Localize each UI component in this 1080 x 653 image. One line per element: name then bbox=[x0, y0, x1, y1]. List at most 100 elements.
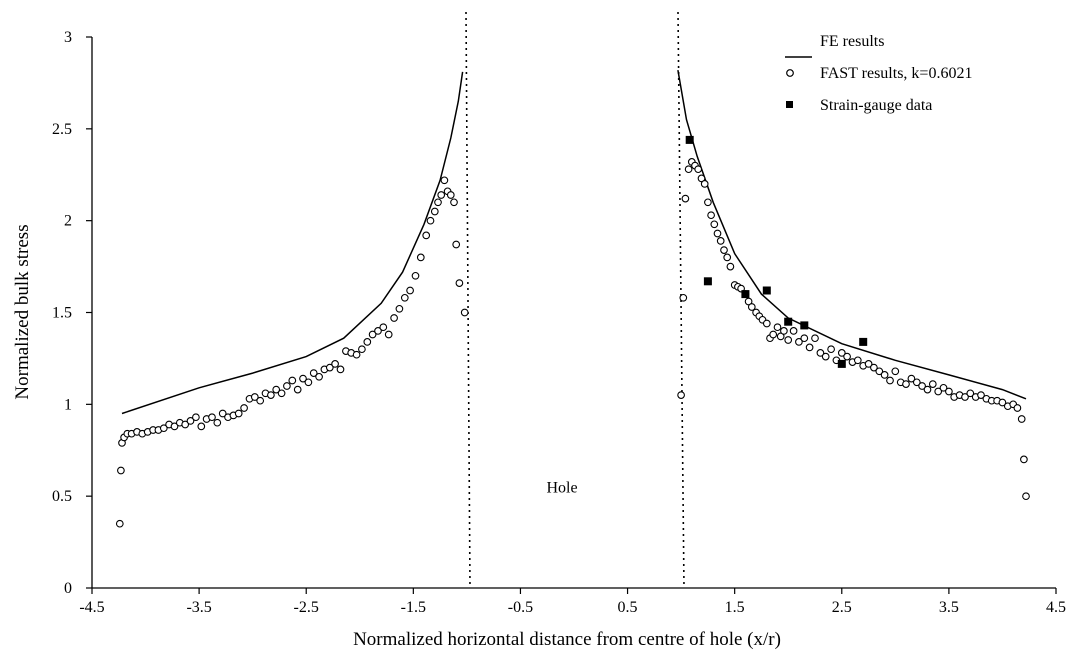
fast-result-point bbox=[1013, 404, 1022, 412]
fast-result-point bbox=[336, 365, 345, 374]
fast-result-point bbox=[250, 393, 259, 401]
fast-result-point bbox=[325, 363, 334, 372]
fast-result-point bbox=[411, 271, 420, 280]
x-tick-label: -3.5 bbox=[186, 599, 211, 616]
fast-result-point bbox=[379, 323, 388, 332]
x-axis-ticks: -4.5 -3.5 -2.5 -1.5 -0.5 0.5 1.5 2.5 3.5 4.5 bbox=[79, 588, 1066, 616]
fast-result-point bbox=[747, 303, 756, 311]
fast-result-point bbox=[776, 332, 785, 341]
fast-result-point bbox=[998, 398, 1007, 407]
legend-label-fast: FAST results, k=0.6021 bbox=[820, 65, 972, 82]
x-tick-label: 0.5 bbox=[618, 599, 638, 616]
fast-result-point bbox=[1017, 415, 1026, 423]
strain-gauge-point bbox=[837, 359, 846, 368]
y-axis-title: Normalized bulk stress bbox=[12, 224, 33, 399]
fast-result-point bbox=[1022, 492, 1030, 501]
x-tick-label: -0.5 bbox=[508, 599, 533, 616]
fast-result-point bbox=[272, 385, 281, 394]
fast-result-point bbox=[928, 380, 937, 388]
fast-result-point bbox=[213, 418, 222, 427]
fast-result-point bbox=[707, 211, 715, 220]
x-tick-label: -4.5 bbox=[79, 599, 104, 616]
strain-gauge-point bbox=[859, 337, 868, 346]
fast-result-point bbox=[460, 308, 469, 317]
fast-result-point bbox=[186, 417, 195, 425]
fast-result-point bbox=[816, 349, 825, 357]
fast-result-point bbox=[843, 352, 851, 361]
fast-result-point bbox=[679, 293, 688, 302]
fast-result-point bbox=[358, 345, 366, 354]
fast-result-point bbox=[716, 237, 725, 245]
y-tick-label: 2 bbox=[64, 213, 72, 230]
fast-result-point bbox=[363, 338, 372, 346]
fast-result-point bbox=[352, 350, 361, 359]
fast-result-point bbox=[256, 396, 265, 405]
fast-result-point bbox=[811, 334, 819, 343]
fast-result-point bbox=[902, 380, 910, 388]
strain-gauge-point bbox=[741, 290, 750, 299]
fast-result-point bbox=[800, 334, 809, 343]
fast-result-point bbox=[784, 336, 793, 344]
fast-result-point bbox=[875, 367, 884, 376]
fast-result-point bbox=[430, 207, 439, 216]
fast-result-point bbox=[208, 413, 216, 422]
x-tick-label: -1.5 bbox=[401, 599, 426, 616]
fast-result-point bbox=[455, 279, 464, 287]
fast-result-point bbox=[400, 293, 409, 302]
fast-result-point bbox=[315, 372, 323, 381]
x-tick-label: 2.5 bbox=[832, 599, 852, 616]
fast-result-point bbox=[267, 391, 275, 399]
fast-result-point bbox=[304, 378, 313, 387]
fast-result-point bbox=[837, 349, 846, 357]
fast-result-point bbox=[912, 378, 921, 387]
fast-result-point bbox=[918, 382, 926, 390]
x-tick-label: 1.5 bbox=[725, 599, 745, 616]
fast-result-point bbox=[744, 297, 753, 306]
y-tick-label: 2.5 bbox=[52, 121, 72, 138]
fe-results-line bbox=[121, 71, 464, 415]
fast-result-point bbox=[426, 216, 435, 225]
fast-result-point bbox=[192, 413, 200, 422]
fast-result-point bbox=[723, 253, 732, 262]
y-tick-label: 0 bbox=[64, 580, 72, 597]
fast-result-point bbox=[886, 376, 894, 385]
fast-result-point bbox=[395, 304, 404, 313]
legend: FE results FAST results, k=0.6021 Strain… bbox=[785, 33, 972, 114]
fast-result-point bbox=[870, 363, 878, 372]
fast-result-point bbox=[684, 165, 693, 174]
y-tick-label: 1.5 bbox=[52, 305, 72, 322]
fast-result-point bbox=[713, 229, 722, 238]
y-tick-label: 3 bbox=[64, 29, 72, 46]
fast-result-point bbox=[780, 327, 788, 335]
fast-result-point bbox=[170, 422, 179, 431]
fast-result-point bbox=[773, 323, 782, 332]
fast-result-point bbox=[384, 330, 393, 339]
fast-result-point bbox=[434, 198, 442, 207]
fast-result-point bbox=[821, 352, 830, 361]
fast-result-point bbox=[762, 319, 771, 328]
strain-gauge-point bbox=[784, 317, 793, 326]
fast-result-point bbox=[440, 176, 449, 185]
fast-result-point bbox=[720, 246, 728, 254]
fast-result-point bbox=[697, 174, 706, 183]
fast-result-point bbox=[117, 466, 125, 475]
fast-result-point bbox=[234, 409, 243, 418]
fast-result-point bbox=[966, 389, 975, 398]
strain-gauge-point bbox=[685, 135, 694, 144]
fast-result-point bbox=[827, 345, 835, 354]
fast-result-point bbox=[159, 424, 168, 433]
hole-boundary-left bbox=[465, 11, 471, 589]
fast-result-point bbox=[694, 165, 703, 174]
y-tick-label: 0.5 bbox=[52, 488, 72, 505]
fast-result-point bbox=[923, 385, 932, 394]
fast-result-point bbox=[288, 376, 297, 385]
hole-label: Hole bbox=[546, 479, 577, 496]
fast-result-point bbox=[452, 240, 461, 249]
fast-result-point bbox=[907, 374, 916, 383]
plot-area: Hole bbox=[91, 11, 1056, 589]
fast-result-point bbox=[309, 369, 318, 377]
fast-result-point bbox=[437, 191, 446, 199]
series-layer bbox=[115, 69, 1030, 528]
fast-result-point bbox=[422, 231, 431, 240]
